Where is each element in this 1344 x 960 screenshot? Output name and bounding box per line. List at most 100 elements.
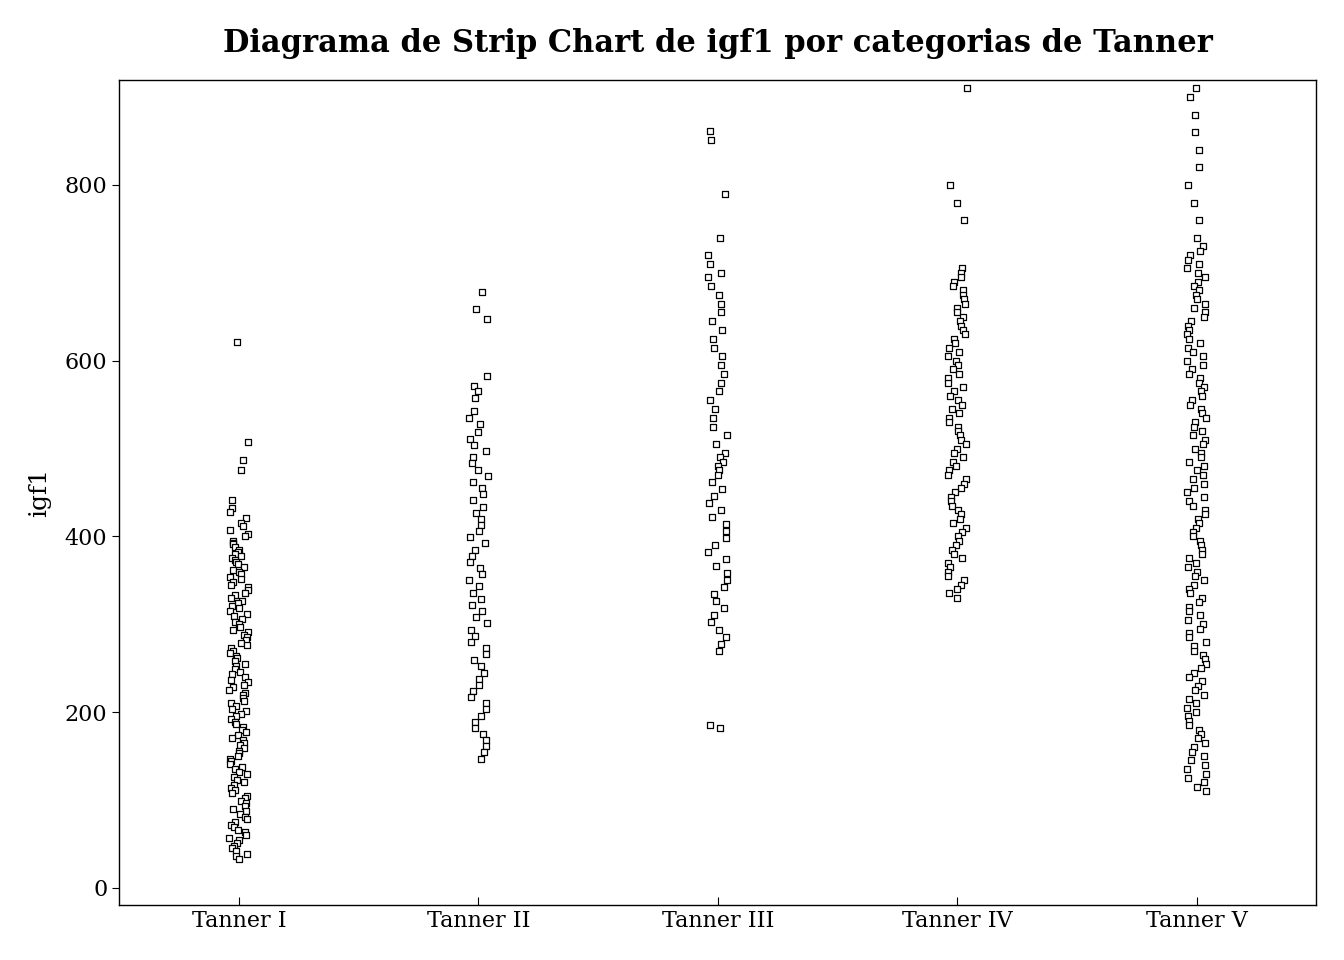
Point bbox=[226, 698, 247, 713]
Point bbox=[476, 369, 497, 384]
Point bbox=[1189, 608, 1211, 623]
Point bbox=[1185, 463, 1207, 478]
Point bbox=[469, 671, 491, 686]
Point bbox=[1179, 248, 1200, 263]
Point bbox=[470, 591, 492, 607]
Y-axis label: igf1: igf1 bbox=[28, 468, 51, 516]
Point bbox=[470, 480, 492, 495]
Point bbox=[948, 502, 969, 517]
Point bbox=[1184, 665, 1206, 681]
Point bbox=[946, 393, 968, 408]
Point bbox=[462, 653, 484, 668]
Point bbox=[950, 507, 972, 522]
Point bbox=[473, 487, 495, 502]
Point bbox=[942, 362, 964, 377]
Point bbox=[710, 502, 731, 517]
Point bbox=[219, 751, 241, 766]
Point bbox=[237, 526, 258, 541]
Point bbox=[220, 754, 242, 769]
Point bbox=[952, 396, 973, 412]
Point bbox=[464, 403, 485, 419]
Point bbox=[220, 590, 242, 606]
Point bbox=[223, 820, 245, 835]
Point bbox=[234, 799, 255, 814]
Point bbox=[461, 456, 482, 471]
Point bbox=[708, 643, 730, 659]
Point bbox=[228, 806, 250, 822]
Point bbox=[220, 817, 242, 832]
Point bbox=[716, 427, 738, 443]
Point bbox=[700, 614, 722, 630]
Point bbox=[1176, 761, 1198, 777]
Point bbox=[227, 557, 249, 572]
Point bbox=[230, 462, 251, 477]
Point bbox=[1179, 323, 1200, 338]
Point bbox=[953, 476, 974, 492]
Point bbox=[1188, 722, 1210, 737]
Point bbox=[1188, 159, 1210, 175]
Point bbox=[1187, 678, 1208, 693]
Point bbox=[702, 331, 723, 347]
Point bbox=[231, 612, 253, 627]
Point bbox=[1183, 638, 1204, 654]
Point bbox=[472, 604, 493, 619]
Point bbox=[476, 615, 497, 631]
Point bbox=[1192, 616, 1214, 632]
Point bbox=[235, 804, 257, 819]
Point bbox=[1195, 652, 1216, 667]
Point bbox=[226, 554, 247, 569]
Point bbox=[470, 708, 492, 723]
Point bbox=[1188, 256, 1210, 272]
Point bbox=[219, 830, 241, 846]
Point bbox=[222, 622, 243, 637]
Point bbox=[1184, 125, 1206, 140]
Point bbox=[1189, 371, 1211, 386]
Point bbox=[712, 454, 734, 469]
Point bbox=[230, 635, 251, 650]
Point bbox=[1176, 485, 1198, 500]
Point bbox=[233, 719, 254, 734]
Point bbox=[1177, 252, 1199, 267]
Point bbox=[937, 468, 958, 483]
Title: Diagrama de Strip Chart de igf1 por categorias de Tanner: Diagrama de Strip Chart de igf1 por cate… bbox=[223, 28, 1212, 59]
Point bbox=[227, 595, 249, 611]
Point bbox=[1188, 375, 1210, 391]
Point bbox=[950, 265, 972, 280]
Point bbox=[710, 304, 731, 320]
Point bbox=[237, 583, 258, 598]
Point bbox=[235, 828, 257, 843]
Point bbox=[233, 690, 254, 706]
Point bbox=[938, 463, 960, 478]
Point bbox=[220, 598, 242, 613]
Point bbox=[219, 683, 241, 698]
Point bbox=[226, 651, 247, 666]
Point bbox=[1192, 357, 1214, 372]
Point bbox=[235, 633, 257, 648]
Point bbox=[715, 516, 737, 532]
Point bbox=[227, 835, 249, 851]
Point bbox=[470, 659, 492, 674]
Point bbox=[1184, 441, 1206, 456]
Point bbox=[1193, 459, 1215, 474]
Point bbox=[223, 838, 245, 853]
Point bbox=[231, 758, 253, 774]
Point bbox=[476, 732, 497, 748]
Point bbox=[698, 248, 719, 263]
Point bbox=[938, 348, 960, 364]
Point bbox=[1184, 278, 1206, 294]
Point bbox=[699, 123, 720, 138]
Point bbox=[231, 593, 253, 609]
Point bbox=[715, 531, 737, 546]
Point bbox=[952, 449, 973, 465]
Point bbox=[1192, 468, 1214, 483]
Point bbox=[237, 630, 258, 645]
Point bbox=[956, 81, 977, 96]
Point bbox=[234, 677, 255, 692]
Point bbox=[1184, 300, 1206, 316]
Point bbox=[1185, 696, 1207, 711]
Point bbox=[222, 492, 243, 508]
Point bbox=[700, 132, 722, 148]
Point bbox=[711, 296, 732, 311]
Point bbox=[237, 606, 258, 621]
Point bbox=[946, 582, 968, 597]
